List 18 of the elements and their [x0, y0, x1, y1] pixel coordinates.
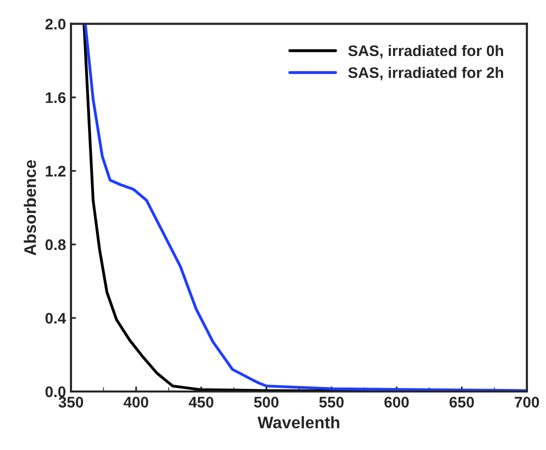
- x-tick-label: 600: [384, 396, 409, 408]
- x-axis-title: Wavelenth: [258, 416, 340, 428]
- x-tick-label: 550: [319, 396, 344, 408]
- y-tick-label: 0.4: [45, 312, 66, 324]
- y-axis-title: Absorbence: [24, 160, 36, 256]
- x-tick-label: 700: [514, 396, 540, 408]
- y-tick-label: 1.6: [46, 92, 66, 104]
- x-tick-label: 400: [124, 396, 148, 408]
- legend-label: SAS, irradiated for 0h: [348, 44, 504, 58]
- y-tick-label: 2.0: [45, 18, 66, 30]
- legend-label: SAS, irradiated for 2h: [348, 66, 504, 80]
- x-tick-label: 350: [58, 396, 84, 408]
- x-tick-label: 500: [254, 396, 278, 408]
- x-tick-label: 650: [450, 396, 474, 408]
- x-tick-label: 450: [188, 396, 214, 408]
- y-tick-label: 0.8: [45, 239, 66, 250]
- y-tick-label: 0.0: [45, 386, 66, 398]
- y-tick-label: 1.2: [46, 166, 66, 176]
